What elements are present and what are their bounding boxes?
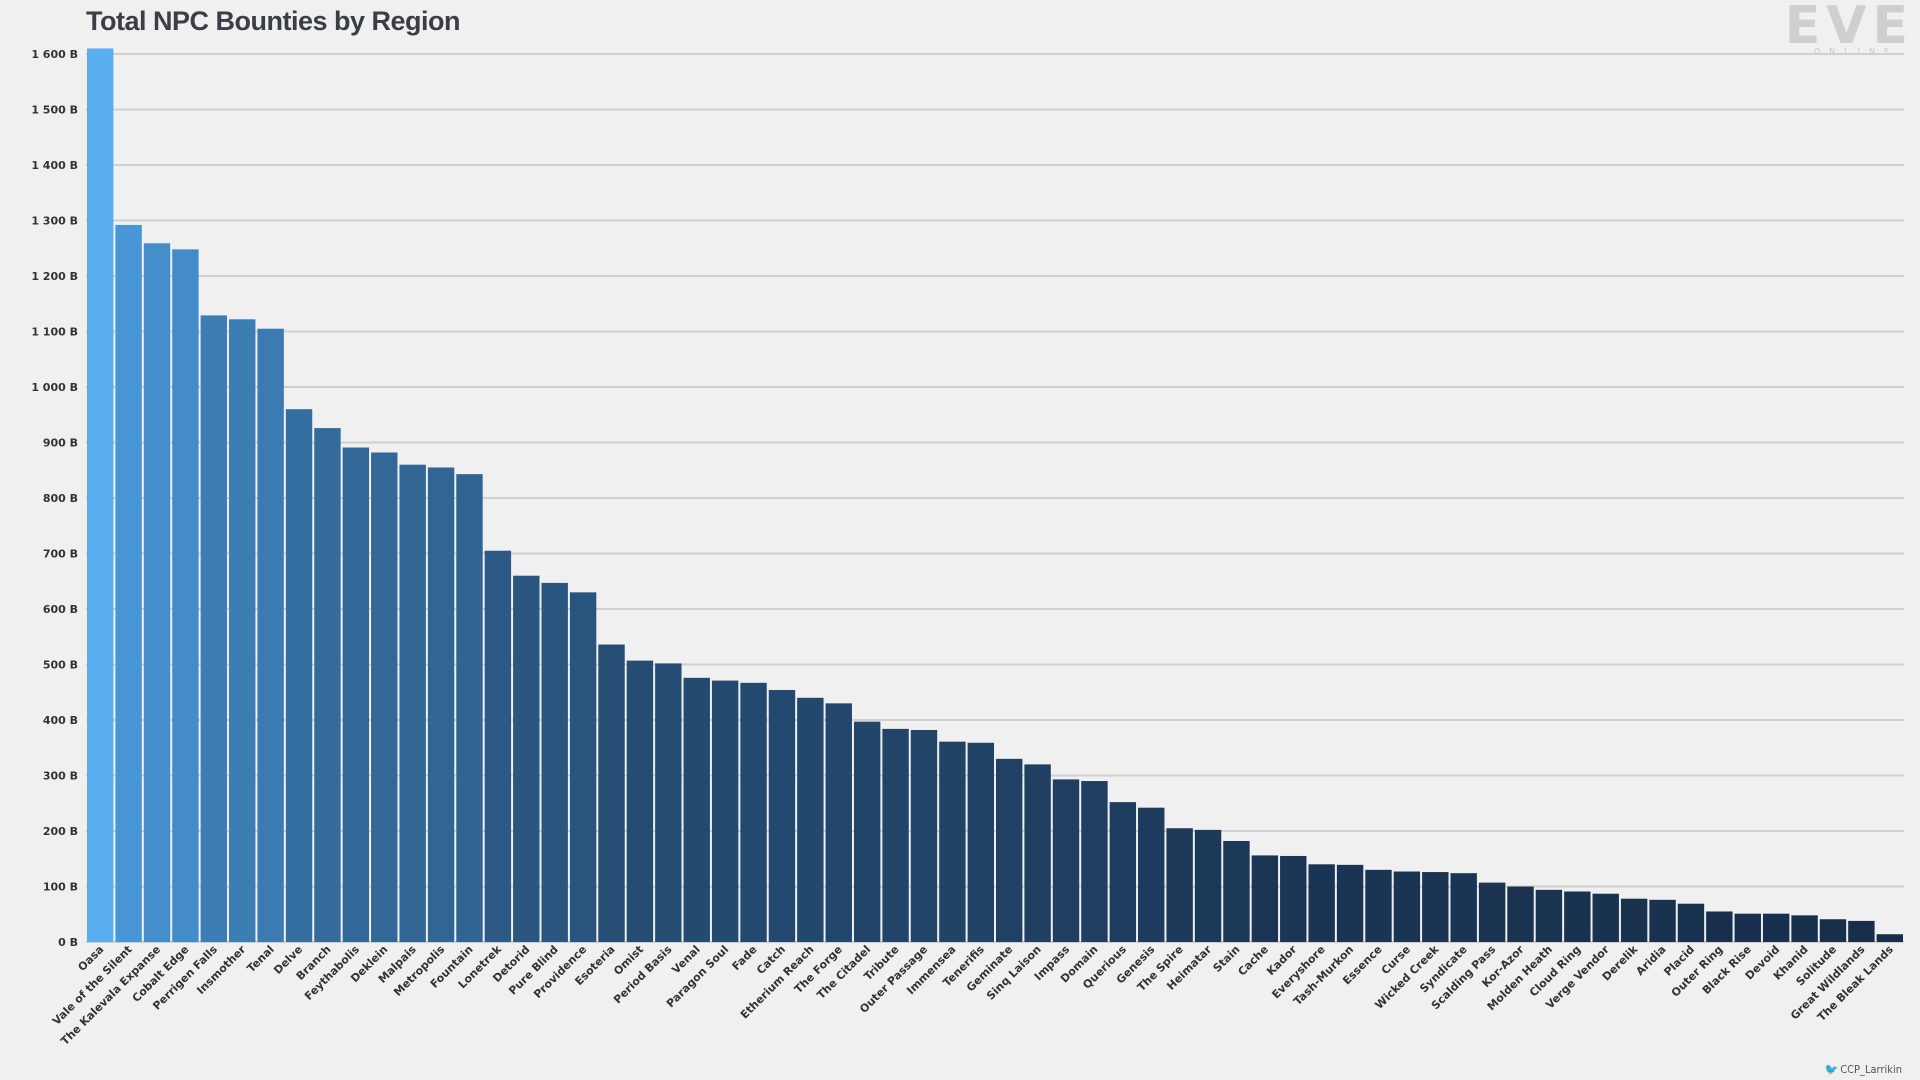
bar-genesis: [1138, 807, 1165, 942]
y-tick-label: 1 300 B: [31, 215, 78, 228]
author-credit: 🐦 CCP_Larrikin: [1825, 1063, 1902, 1076]
bar-tenal: [257, 328, 284, 943]
y-tick-label: 700 B: [43, 548, 78, 561]
bar-perrigen-falls: [200, 315, 228, 942]
bar-cloud-ring: [1564, 891, 1591, 942]
y-tick-label: 1 400 B: [31, 159, 78, 172]
bar-syndicate: [1450, 873, 1477, 942]
bar-cobalt-edge: [172, 249, 199, 943]
x-tick-label: Aridia: [1633, 943, 1668, 978]
bar-kor-azor: [1507, 886, 1534, 942]
bar-impass: [1052, 779, 1080, 942]
bar-delve: [285, 409, 313, 942]
bar-outer-passage: [910, 729, 938, 942]
bar-the-citadel: [853, 721, 881, 942]
bar-metropolis: [427, 467, 455, 942]
bar-tash-murkon: [1336, 864, 1364, 942]
bar-providence: [569, 592, 597, 942]
bar-etherium-reach: [797, 697, 824, 942]
bar-omist: [626, 660, 654, 942]
y-tick-label: 100 B: [43, 881, 78, 894]
bar-derelik: [1620, 898, 1648, 942]
bar-cache: [1251, 855, 1279, 942]
bar-the-bleak-lands: [1876, 934, 1903, 942]
y-tick-label: 800 B: [43, 492, 78, 505]
y-tick-label: 1 600 B: [31, 48, 78, 61]
bar-period-basis: [655, 663, 682, 942]
author-handle: CCP_Larrikin: [1840, 1063, 1902, 1076]
bar-the-spire: [1166, 828, 1193, 942]
y-tick-label: 400 B: [43, 714, 78, 727]
chart-title: Total NPC Bounties by Region: [86, 6, 461, 36]
y-tick-label: 0 B: [58, 936, 78, 949]
bar-immensea: [939, 741, 966, 942]
y-tick-label: 1 100 B: [31, 326, 78, 339]
bar-the-forge: [825, 703, 852, 942]
bar-deklein: [371, 452, 398, 942]
bar-devoid: [1762, 913, 1790, 942]
bar-kador: [1280, 855, 1307, 942]
bar-scalding-pass: [1478, 882, 1506, 942]
bar-essence: [1365, 869, 1392, 942]
bar-curse: [1393, 871, 1421, 942]
bar-insmother: [229, 319, 256, 942]
bar-stain: [1223, 840, 1250, 942]
bar-molden-heath: [1535, 889, 1563, 942]
bar-esoteria: [598, 644, 625, 942]
eve-online-logo: EVE ONLINE: [1780, 0, 1920, 62]
y-tick-label: 900 B: [43, 437, 78, 450]
bar-venal: [683, 677, 710, 942]
y-tick-label: 1 200 B: [31, 270, 78, 283]
bars: [87, 48, 1903, 943]
bar-fade: [740, 682, 767, 942]
logo-subtitle: ONLINE: [1813, 47, 1898, 56]
bar-tenerifis: [967, 742, 994, 942]
y-tick-label: 200 B: [43, 825, 78, 838]
bar-feythabolis: [342, 447, 370, 942]
bar-malpais: [399, 464, 426, 942]
x-tick-label: Cache: [1235, 943, 1271, 979]
bar-verge-vendor: [1592, 893, 1619, 942]
bar-great-wildlands: [1848, 920, 1875, 942]
y-tick-label: 1 500 B: [31, 104, 78, 117]
bar-solitude: [1819, 919, 1847, 942]
bar-black-rise: [1734, 913, 1761, 942]
bar-everyshore: [1308, 864, 1335, 942]
bar-paragon-soul: [711, 680, 739, 942]
bar-the-kalevala-expanse: [143, 243, 171, 942]
bar-tribute: [882, 728, 909, 942]
y-tick-label: 500 B: [43, 659, 78, 672]
bar-pure-blind: [541, 582, 568, 942]
bar-vale-of-the-silent: [115, 224, 142, 942]
bar-querious: [1109, 802, 1137, 942]
bar-detorid: [513, 575, 540, 942]
bar-domain: [1081, 781, 1108, 942]
bar-outer-ring: [1706, 911, 1733, 942]
bar-placid: [1677, 903, 1705, 942]
bar-fountain: [456, 474, 483, 942]
bar-branch: [314, 428, 341, 942]
bar-lonetrek: [484, 550, 512, 942]
twitter-bird-icon: 🐦: [1824, 1063, 1839, 1076]
bar-wicked-creek: [1422, 872, 1449, 942]
bar-sinq-laison: [1024, 764, 1051, 942]
bar-heimatar: [1194, 829, 1222, 942]
y-tick-label: 300 B: [43, 770, 78, 783]
bar-geminate: [996, 758, 1023, 942]
y-axis-tick-labels: 0 B 100 B 200 B 300 B 400 B 500 B 600 B 700 B 80…: [31, 48, 78, 949]
bar-khanid: [1791, 915, 1818, 942]
y-tick-label: 600 B: [43, 603, 78, 616]
x-tick-label: Tenal: [245, 943, 277, 975]
bar-aridia: [1649, 899, 1676, 942]
logo-wordmark: EVE: [1784, 0, 1914, 56]
y-tick-label: 1 000 B: [31, 381, 78, 394]
bar-oasa: [87, 48, 114, 942]
bar-catch: [768, 690, 796, 942]
